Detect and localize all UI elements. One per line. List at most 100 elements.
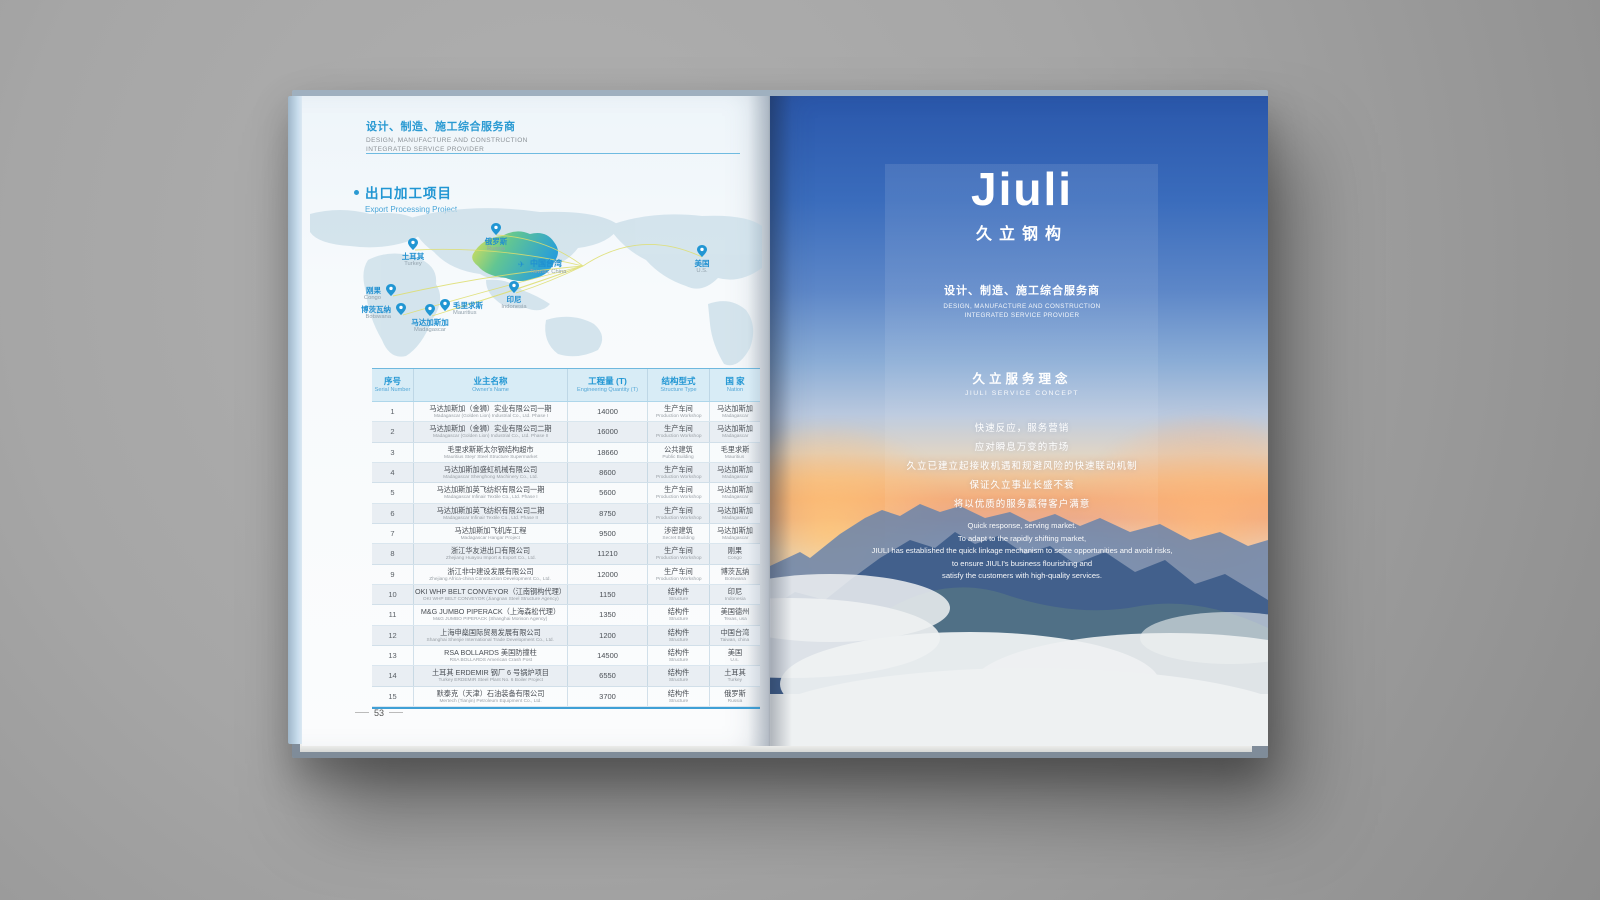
cell-owner-cn: 马达加斯加英飞纺织有限公司一期 <box>436 485 545 495</box>
cell-serial: 10 <box>388 590 397 600</box>
cell-quantity: 6550 <box>599 671 616 681</box>
tagline-en-line2: INTEGRATED SERVICE PROVIDER <box>964 312 1080 320</box>
cell-serial: 1 <box>390 407 395 417</box>
table-row: 5 马达加斯加英飞纺织有限公司一期 Madagascar Infinair Te… <box>372 483 760 504</box>
cell-structure-type-cn: 生产车间 <box>664 546 693 556</box>
cell-nation-en: Madagascar <box>721 413 749 419</box>
cell-owner-cn: 马达加斯加英飞纺织有限公司二期 <box>436 505 545 515</box>
cell-quantity: 1150 <box>599 590 616 600</box>
cell-structure-type-en: Production Workshop <box>655 433 702 440</box>
cell-serial: 7 <box>390 529 395 539</box>
cell-nation-en: Texas, usa <box>723 616 747 623</box>
cell-nation-cn: 博茨瓦纳 <box>720 566 750 576</box>
cell-nation-en: Congo <box>727 555 743 562</box>
cell-structure-type-cn: 结构件 <box>667 627 690 637</box>
table-row: 13 RSA BOLLARDS 美国防撞柱 RSA BOLLARDS Ameri… <box>372 645 760 667</box>
concept-line-en: Quick response, serving market. <box>967 521 1077 531</box>
cell-owner-en: OKI WHP BELT CONVEYOR (Jiangnan Steel St… <box>422 596 559 602</box>
cell-structure-type-cn: 结构件 <box>667 688 690 698</box>
cell-nation-en: Russia <box>727 697 743 704</box>
location-name-cn: 毛里求斯 <box>453 301 483 310</box>
table-row: 8 浙江华友进出口有限公司 Zhejiang Huayou Import & E… <box>372 544 760 565</box>
cell-serial: 5 <box>390 488 395 498</box>
page-stack-left-edge <box>288 96 304 744</box>
table-row: 6 马达加斯加英飞纺织有限公司二期 Madagascar Infinair Te… <box>372 503 760 524</box>
section-title-en: Export Processing Project <box>365 205 458 214</box>
table-row: 14 土耳其 ERDEMIR 钢厂 6 号锅炉项目 Turkey ERDEMIR… <box>372 666 760 687</box>
table-row: 12 上海申燊国际贸易发展有限公司 Shanghai Shenjie Inter… <box>372 625 760 646</box>
cell-structure-type-en: Public Building <box>662 453 695 460</box>
map-pin-icon <box>509 281 519 293</box>
tagline-en: DESIGN, MANUFACTURE AND CONSTRUCTION INT… <box>822 302 1222 320</box>
page-header: 设计、制造、施工综合服务商 DESIGN, MANUFACTURE AND CO… <box>366 118 528 155</box>
table-row: 10 OKI WHP BELT CONVEYOR（江南钢构代理） OKI WHP… <box>372 584 760 606</box>
mountain-clouds-photo <box>770 504 1268 746</box>
cell-serial: 15 <box>388 691 397 701</box>
map-pin-icon <box>440 299 450 311</box>
cell-owner-en: RSA BOLLARDS American Crash Post <box>449 657 532 663</box>
cell-nation-cn: 美国德州 <box>720 607 750 617</box>
cell-nation-cn: 刚果 <box>727 546 743 556</box>
cell-nation-en: Madagascar <box>721 514 749 521</box>
service-concept-lines-cn: 快速反应，服务营销 应对瞬息万变的市场 久立已建立起接收机遇和规避风险的快速联动机制… <box>822 419 1222 514</box>
cell-owner-en: Madagascar (Golden Lion) Industrial Co.,… <box>432 433 549 440</box>
cell-structure-type-cn: 生产车间 <box>664 505 693 515</box>
cell-owner-cn: M&G JUMBO PIPERACK（上海森松代理） <box>420 607 561 617</box>
header-title-en: DESIGN, MANUFACTURE AND CONSTRUCTION INT… <box>366 137 528 155</box>
cell-owner-en: Zhejiang Huayou Import & Export Co., Ltd… <box>445 555 536 562</box>
cell-structure-type-en: Structure <box>668 677 689 684</box>
cell-structure-type-en: Production Workshop <box>655 575 702 582</box>
location-name-cn: 中国台湾 <box>530 259 562 268</box>
cell-owner-en: Shanghai Shenjie International Trade Dev… <box>426 636 555 643</box>
concept-line-cn: 应对瞬息万变的市场 <box>974 442 1070 454</box>
concept-line-cn: 将以优质的服务赢得客户满意 <box>953 499 1091 511</box>
cell-structure-type-en: Production Workshop <box>655 474 702 480</box>
cell-owner-en: Turkey ERDEMIR Steel Plant No. 6 Boiler … <box>438 677 543 684</box>
cell-structure-type-cn: 生产车间 <box>664 566 693 576</box>
cell-owner-cn: 毛里求斯斯太尔钢结构超市 <box>447 444 534 454</box>
cell-structure-type-cn: 结构件 <box>667 668 690 678</box>
cell-owner-en: Madagascar (Golden Lion) Industrial Co.,… <box>433 413 548 419</box>
tagline-cn: 设计、制造、施工综合服务商 <box>944 285 1100 297</box>
location-name-cn: 美国 <box>694 259 710 268</box>
table-row: 15 默泰克（天津）石油装备有限公司 Mertech (Tianjin) Pet… <box>372 686 760 707</box>
cell-nation-en: Botswana <box>724 575 746 582</box>
cell-quantity: 12000 <box>597 569 618 579</box>
cell-nation-cn: 马达加斯加 <box>717 526 753 536</box>
bullet-dot-icon <box>354 190 359 195</box>
map-pin-icon <box>386 284 396 296</box>
cell-serial: 12 <box>388 630 397 640</box>
map-export-rays <box>392 234 703 317</box>
concept-line-en: satisfy the customers with high-quality … <box>942 571 1102 581</box>
location-name-en: Russia <box>487 246 505 252</box>
concept-line-cn: 快速反应，服务营销 <box>974 423 1070 435</box>
concept-line-cn: 保证久立事业长盛不衰 <box>969 480 1075 492</box>
cell-quantity: 8750 <box>599 508 616 518</box>
cell-nation-en: Indonesia <box>724 596 746 602</box>
cell-quantity: 8600 <box>599 468 616 478</box>
table-row: 1 马达加斯加（金狮）实业有限公司一期 Madagascar (Golden L… <box>372 402 760 423</box>
cell-nation-en: Madagascar <box>721 474 749 480</box>
location-name-cn: 马达加斯加 <box>411 318 449 327</box>
map-pin-icon <box>408 238 418 250</box>
cell-owner-en: M&G JUMBO PIPERACK (Shanghai Morison Age… <box>433 616 548 623</box>
cell-structure-type-en: Structure <box>668 616 689 623</box>
table-row: 2 马达加斯加（金狮）实业有限公司二期 Madagascar (Golden L… <box>372 422 760 443</box>
cell-owner-cn: 马达加斯加飞机库工程 <box>454 526 527 536</box>
location-name-en: U.S. <box>696 268 708 274</box>
cell-structure-type-cn: 结构件 <box>667 607 690 617</box>
cell-nation-cn: 土耳其 <box>724 668 746 678</box>
cell-structure-type-en: Production Workshop <box>655 494 702 501</box>
page-stack-bottom-edge <box>300 744 1252 752</box>
tagline-en-line1: DESIGN, MANUFACTURE AND CONSTRUCTION <box>943 303 1101 310</box>
plane-icon: ✈ <box>518 260 525 269</box>
cell-nation-cn: 马达加斯加 <box>717 485 753 495</box>
section-title: 出口加工项目 Export Processing Project <box>354 182 457 214</box>
cell-nation-cn: 毛里求斯 <box>720 444 750 454</box>
export-projects-table: 序号 Serial Number 业主名称 Owner's Name 工程量 (… <box>372 368 760 709</box>
cell-serial: 3 <box>390 447 395 457</box>
header-en-line1: DESIGN, MANUFACTURE AND CONSTRUCTION <box>366 137 528 144</box>
cell-owner-en: Madagascar Hangar Project <box>460 535 521 541</box>
cell-owner-cn: 上海申燊国际贸易发展有限公司 <box>440 627 541 637</box>
cell-serial: 4 <box>390 468 395 478</box>
